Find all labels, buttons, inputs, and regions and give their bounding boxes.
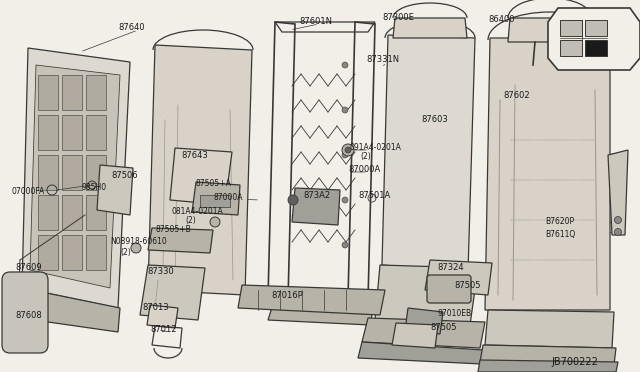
Polygon shape bbox=[30, 65, 120, 288]
Polygon shape bbox=[425, 260, 492, 295]
Text: 87300E: 87300E bbox=[382, 13, 414, 22]
Bar bbox=[585, 40, 607, 56]
Text: 87643: 87643 bbox=[181, 151, 208, 160]
Bar bbox=[560, 40, 582, 56]
Circle shape bbox=[342, 152, 348, 158]
Polygon shape bbox=[375, 265, 478, 325]
Polygon shape bbox=[480, 345, 616, 365]
Polygon shape bbox=[38, 155, 58, 190]
Polygon shape bbox=[86, 195, 106, 230]
Text: 081A4-0201A: 081A4-0201A bbox=[172, 206, 224, 215]
Circle shape bbox=[342, 197, 348, 203]
Polygon shape bbox=[38, 195, 58, 230]
Circle shape bbox=[614, 228, 621, 235]
Text: 87000A: 87000A bbox=[213, 192, 243, 202]
Text: (2): (2) bbox=[185, 217, 196, 225]
Polygon shape bbox=[382, 35, 475, 272]
Text: 091A4-0201A: 091A4-0201A bbox=[349, 142, 401, 151]
Text: 87505: 87505 bbox=[454, 280, 481, 289]
Text: 87506: 87506 bbox=[111, 170, 138, 180]
Polygon shape bbox=[478, 360, 618, 372]
Polygon shape bbox=[38, 75, 58, 110]
Polygon shape bbox=[140, 265, 205, 320]
Polygon shape bbox=[38, 115, 58, 150]
Polygon shape bbox=[86, 115, 106, 150]
Polygon shape bbox=[170, 148, 232, 205]
Polygon shape bbox=[485, 38, 610, 310]
Text: 97010EB: 97010EB bbox=[438, 308, 472, 317]
Circle shape bbox=[342, 242, 348, 248]
Text: 87016P: 87016P bbox=[271, 291, 303, 299]
Text: 07000FA: 07000FA bbox=[12, 187, 45, 196]
Text: 87602: 87602 bbox=[503, 90, 530, 99]
Polygon shape bbox=[362, 318, 485, 348]
Text: 87013: 87013 bbox=[142, 304, 168, 312]
Text: 87330: 87330 bbox=[147, 267, 173, 276]
Text: 87012: 87012 bbox=[150, 326, 177, 334]
Text: 87000A: 87000A bbox=[348, 166, 380, 174]
Polygon shape bbox=[147, 305, 178, 328]
FancyBboxPatch shape bbox=[427, 275, 471, 303]
Text: 985H0: 985H0 bbox=[82, 183, 107, 192]
Polygon shape bbox=[393, 18, 467, 38]
Polygon shape bbox=[38, 235, 58, 270]
Text: 87640: 87640 bbox=[118, 23, 145, 32]
Polygon shape bbox=[62, 235, 82, 270]
Polygon shape bbox=[238, 285, 385, 315]
Polygon shape bbox=[608, 150, 628, 235]
Circle shape bbox=[342, 144, 354, 156]
Polygon shape bbox=[62, 75, 82, 110]
Bar bbox=[200, 195, 230, 207]
Circle shape bbox=[342, 62, 348, 68]
Text: 87505+B: 87505+B bbox=[155, 224, 191, 234]
Text: 87603: 87603 bbox=[421, 115, 448, 125]
Polygon shape bbox=[97, 165, 133, 215]
Polygon shape bbox=[62, 155, 82, 190]
Polygon shape bbox=[22, 48, 130, 308]
Polygon shape bbox=[62, 115, 82, 150]
Text: JB700222: JB700222 bbox=[552, 357, 598, 367]
Polygon shape bbox=[548, 8, 640, 70]
Circle shape bbox=[131, 243, 141, 253]
Polygon shape bbox=[86, 235, 106, 270]
Text: 87324: 87324 bbox=[437, 263, 463, 272]
Polygon shape bbox=[358, 342, 484, 364]
Polygon shape bbox=[20, 288, 120, 332]
Circle shape bbox=[210, 217, 220, 227]
Circle shape bbox=[288, 195, 298, 205]
Text: 87505: 87505 bbox=[430, 324, 456, 333]
Text: B7611Q: B7611Q bbox=[545, 230, 575, 238]
Bar bbox=[560, 20, 582, 36]
Text: 87501A: 87501A bbox=[358, 192, 390, 201]
Text: 87601N: 87601N bbox=[299, 17, 332, 26]
Bar bbox=[585, 20, 607, 36]
Circle shape bbox=[345, 147, 351, 153]
Polygon shape bbox=[485, 310, 614, 348]
FancyBboxPatch shape bbox=[2, 272, 48, 353]
Circle shape bbox=[342, 107, 348, 113]
Text: 87331N: 87331N bbox=[366, 55, 399, 64]
Circle shape bbox=[614, 217, 621, 224]
Text: 86400: 86400 bbox=[488, 16, 515, 25]
Polygon shape bbox=[86, 155, 106, 190]
Polygon shape bbox=[148, 45, 252, 295]
Text: 873A2: 873A2 bbox=[303, 192, 330, 201]
Polygon shape bbox=[508, 18, 592, 42]
Text: 87609: 87609 bbox=[15, 263, 42, 272]
Polygon shape bbox=[86, 75, 106, 110]
Text: (2): (2) bbox=[360, 153, 371, 161]
Text: B7620P: B7620P bbox=[545, 218, 574, 227]
Polygon shape bbox=[405, 308, 443, 334]
Polygon shape bbox=[62, 195, 82, 230]
Text: 87505+A: 87505+A bbox=[196, 179, 232, 187]
Polygon shape bbox=[192, 182, 240, 215]
Polygon shape bbox=[148, 228, 213, 253]
Polygon shape bbox=[392, 323, 438, 348]
Text: 87608: 87608 bbox=[15, 311, 42, 320]
Text: (2): (2) bbox=[120, 247, 131, 257]
Polygon shape bbox=[292, 188, 340, 225]
Polygon shape bbox=[268, 298, 375, 325]
Text: N08918-60610: N08918-60610 bbox=[110, 237, 167, 247]
